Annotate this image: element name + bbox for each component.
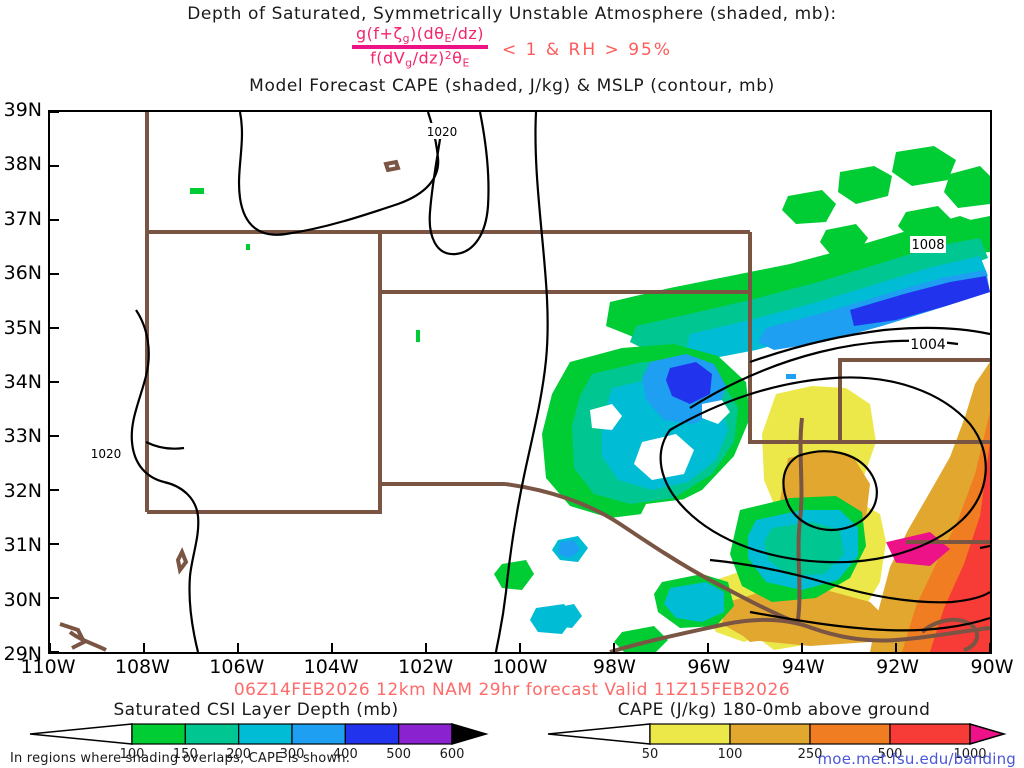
- x-tick-label: 104W: [303, 656, 359, 678]
- svg-text:1020: 1020: [427, 125, 458, 139]
- page-subtitle: Model Forecast CAPE (shaded, J/kg) & MSL…: [249, 76, 775, 96]
- x-tick-label: 96W: [687, 656, 731, 678]
- colorbar-swatch: [131, 723, 186, 745]
- svg-text:1004: 1004: [910, 337, 946, 353]
- formula-divider: [351, 45, 489, 50]
- colorbar-tick-label: 200: [226, 747, 252, 762]
- colorbar-swatch: [729, 723, 811, 745]
- colorbar-swatch: [451, 722, 489, 746]
- contour-labels: 1020 1020 1008 1004: [89, 123, 947, 461]
- x-tick-label: 108W: [114, 656, 170, 678]
- page-title: Depth of Saturated, Symmetrically Unstab…: [187, 4, 837, 24]
- colorbar-tick-label: 100: [119, 747, 145, 762]
- colorbar-csi-swatches: [29, 722, 489, 746]
- formula-condition: < 1 & RH > 95%: [502, 39, 672, 60]
- y-tick-label: 36N: [3, 262, 42, 285]
- colorbar-tick-label: 300: [279, 747, 305, 762]
- colorbar-swatch: [809, 723, 891, 745]
- colorbar-cape[interactable]: 50 100 250 500 1000: [540, 722, 1008, 766]
- colorbar-tick-label: 600: [439, 747, 465, 762]
- formula-numerator: g(f+ζg)(dθE/dz): [355, 24, 485, 46]
- colorbar-tick-label: 500: [386, 747, 412, 762]
- colorbar-csi-ticks: 100 150 200 300 400 500 600: [22, 746, 490, 764]
- colorbar-csi[interactable]: 100 150 200 300 400 500 600: [22, 722, 490, 766]
- colorbar-title-cape: CAPE (J/kg) 180-0mb above ground: [617, 700, 931, 720]
- x-tick-label: 94W: [781, 656, 825, 678]
- x-axis-labels: 110W 108W 106W 104W 102W 100W 98W 96W 94W 92W 90W: [0, 656, 1024, 680]
- colorbar-swatch: [398, 723, 453, 745]
- colorbar-tick-label: 150: [172, 747, 198, 762]
- svg-text:1008: 1008: [911, 238, 944, 253]
- colorbar-tick-label: 50: [641, 747, 659, 762]
- colorbar-cape-swatches: [547, 722, 1007, 746]
- colorbar-swatch: [889, 723, 971, 745]
- colorbar-titles: Saturated CSI Layer Depth (mb) CAPE (J/kg…: [0, 700, 1024, 720]
- colorbar-tick-label: 400: [332, 747, 358, 762]
- colorbar-tick-label: 1000: [953, 747, 987, 762]
- x-tick-label: 98W: [592, 656, 636, 678]
- y-tick-label: 34N: [3, 371, 42, 393]
- formula-denominator: f(dVg/dz)2θE: [370, 49, 470, 71]
- x-tick-label: 92W: [876, 656, 920, 678]
- y-tick-label: 39N: [3, 99, 42, 121]
- forecast-valid-line: 06Z14FEB2026 12km NAM 29hr forecast Vali…: [233, 680, 791, 700]
- colorbar-swatch: [29, 723, 133, 745]
- colorbar-title-csi: Saturated CSI Layer Depth (mb): [113, 700, 399, 720]
- colorbar-swatch: [184, 723, 240, 745]
- y-tick-label: 35N: [3, 316, 42, 339]
- title-block: Depth of Saturated, Symmetrically Unstab…: [0, 0, 1024, 96]
- shaded-csi-field: [190, 146, 990, 652]
- colorbar-tick-label: 250: [797, 747, 823, 762]
- colorbar-tick-label: 500: [877, 747, 903, 762]
- colorbar-swatch: [238, 723, 293, 745]
- overlap-note: In regions where shading overlaps, CAPE …: [10, 751, 351, 766]
- y-tick-label: 32N: [3, 479, 42, 502]
- colorbar-swatch: [344, 723, 400, 745]
- state-borders: [59, 112, 990, 652]
- x-tick-label: 106W: [209, 656, 265, 678]
- colorbar-swatch: [969, 722, 1007, 746]
- svg-text:1020: 1020: [91, 447, 122, 461]
- colorbar-cape-ticks: 50 100 250 500 1000: [540, 746, 1008, 764]
- colorbar-tick-label: 100: [717, 747, 743, 762]
- x-tick-label: 100W: [492, 656, 548, 678]
- credit-link[interactable]: moe.met.fsu.edu/banding: [817, 750, 1016, 768]
- y-tick-label: 38N: [3, 153, 42, 176]
- formula-block: g(f+ζg)(dθE/dz) f(dVg/dz)2θE < 1 & RH > …: [0, 24, 1024, 71]
- x-tick-label: 110W: [20, 656, 76, 678]
- axis-ticks: [50, 112, 990, 652]
- y-tick-label: 29N: [3, 643, 42, 665]
- colorbar-swatch: [291, 723, 346, 745]
- colorbar-swatch: [547, 723, 651, 745]
- y-tick-label: 33N: [3, 425, 42, 448]
- mslp-contours: [130, 112, 990, 652]
- y-tick-label: 31N: [3, 534, 42, 557]
- x-tick-label: 102W: [398, 656, 454, 678]
- y-axis-labels: 29N 30N 31N 32N 33N 34N 35N 36N 37N 38N 39N: [0, 0, 48, 768]
- map-plot-area[interactable]: 1020 1020 1008 1004: [48, 110, 992, 654]
- y-tick-label: 30N: [3, 588, 42, 611]
- y-tick-label: 37N: [3, 207, 42, 230]
- colorbar-swatch: [649, 723, 731, 745]
- formula-fraction: g(f+ζg)(dθE/dz) f(dVg/dz)2θE: [351, 24, 489, 71]
- map-canvas: 1020 1020 1008 1004: [50, 112, 990, 652]
- x-tick-label: 90W: [970, 656, 1014, 678]
